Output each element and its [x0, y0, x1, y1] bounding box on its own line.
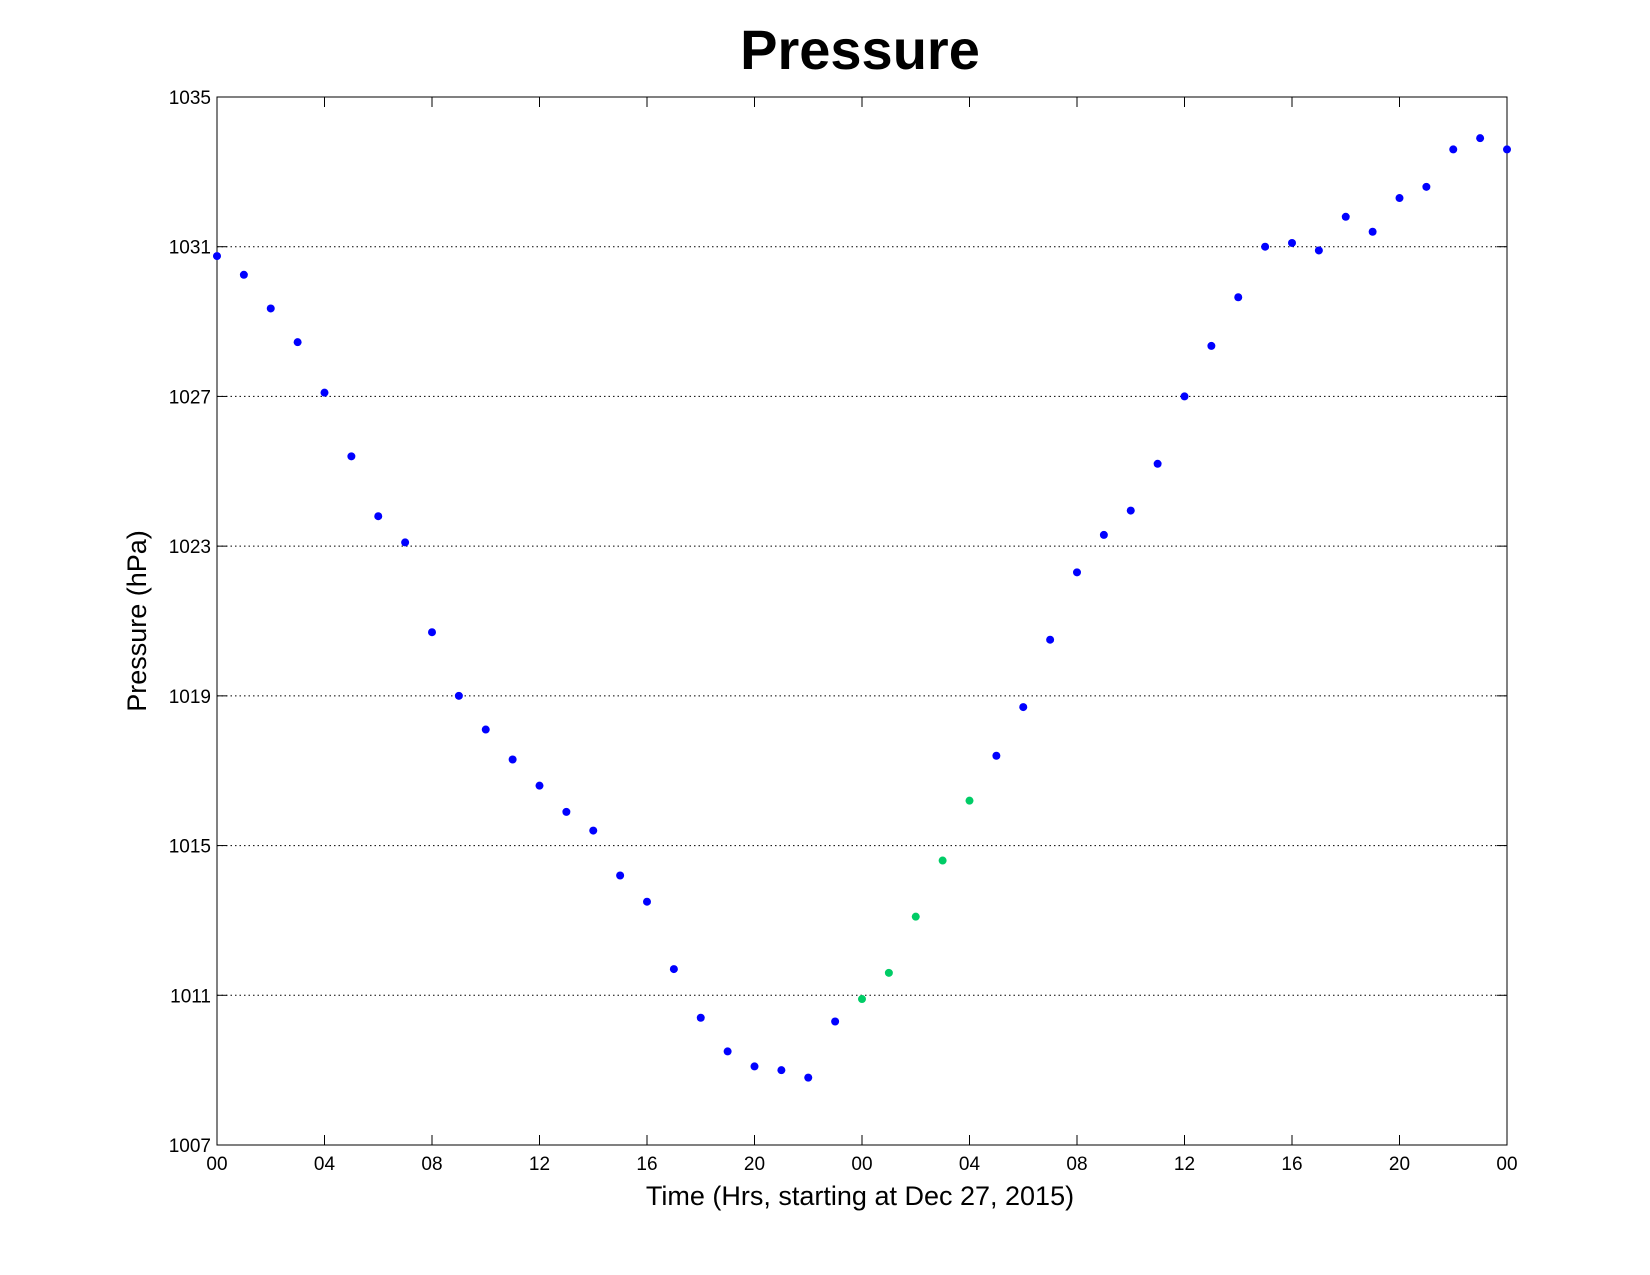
data-point: [1046, 635, 1055, 644]
data-point: [723, 1047, 732, 1056]
data-point: [562, 807, 571, 816]
data-point: [1368, 227, 1377, 236]
chart-title: Pressure: [740, 18, 980, 81]
data-point: [938, 856, 947, 865]
data-point: [1341, 212, 1350, 221]
data-point: [750, 1062, 759, 1071]
data-point: [347, 452, 356, 461]
y-tick-label: 1007: [169, 1136, 211, 1157]
data-point: [1099, 530, 1108, 539]
data-point: [293, 338, 302, 347]
x-tick-label: 12: [1174, 1154, 1195, 1175]
data-point: [589, 826, 598, 835]
y-axis-label: Pressure (hPa): [122, 530, 152, 712]
data-point: [320, 388, 329, 397]
y-tick-labels: 1007 1011 1015 1019 1023 1027 1031 1035: [169, 88, 211, 1157]
data-point: [1288, 238, 1296, 247]
data-point: [1449, 145, 1458, 154]
data-point: [213, 252, 221, 261]
data-point: [454, 691, 463, 700]
y-tick-label: 1011: [170, 986, 211, 1007]
data-points: [213, 134, 1511, 1082]
data-point: [239, 270, 248, 279]
x-tick-label: 20: [744, 1154, 765, 1175]
data-point: [428, 628, 436, 637]
data-point: [1153, 459, 1162, 468]
y-tick-label: 1031: [169, 238, 211, 259]
data-point: [1234, 293, 1243, 302]
x-tick-label: 00: [1496, 1154, 1517, 1175]
data-point: [266, 304, 275, 313]
y-tick-label: 1023: [169, 537, 211, 558]
y-tick-label: 1015: [169, 837, 211, 858]
data-point: [1073, 568, 1081, 577]
data-point: [508, 755, 517, 764]
data-point: [481, 725, 490, 734]
x-tick-label: 08: [1066, 1154, 1087, 1175]
axis-ticks: [216, 96, 1508, 1146]
x-tick-label: 04: [314, 1154, 336, 1175]
x-tick-label: 12: [529, 1154, 550, 1175]
x-tick-label: 04: [959, 1154, 981, 1175]
data-point: [696, 1013, 705, 1022]
x-tick-labels: 00 04 08 12 16 20 00 04 08 12 16 20 00: [206, 1154, 1517, 1175]
data-point: [401, 538, 410, 547]
data-point: [1476, 134, 1485, 143]
data-point: [1207, 341, 1216, 350]
x-tick-label: 08: [421, 1154, 442, 1175]
data-point: [777, 1066, 786, 1075]
y-tick-label: 1019: [169, 687, 211, 708]
data-point: [616, 871, 625, 880]
x-tick-label: 16: [1281, 1154, 1302, 1175]
data-point: [831, 1017, 840, 1026]
data-point: [965, 796, 974, 805]
x-tick-label: 16: [636, 1154, 657, 1175]
x-axis-label: Time (Hrs, starting at Dec 27, 2015): [646, 1181, 1074, 1211]
data-point: [1019, 703, 1028, 712]
data-point: [1261, 242, 1270, 251]
x-tick-label: 00: [206, 1154, 227, 1175]
x-tick-label: 20: [1389, 1154, 1410, 1175]
data-point: [1422, 182, 1431, 191]
data-point: [858, 995, 866, 1004]
data-point: [911, 912, 920, 921]
y-tick-label: 1027: [169, 387, 211, 408]
data-point: [1314, 246, 1323, 255]
data-point: [643, 897, 651, 906]
x-tick-label: 00: [851, 1154, 872, 1175]
data-point: [669, 965, 678, 974]
data-point: [1180, 392, 1189, 401]
data-point: [1503, 145, 1511, 154]
data-point: [884, 968, 893, 977]
data-point: [374, 512, 383, 521]
data-point: [535, 781, 544, 790]
y-tick-label: 1035: [169, 88, 211, 109]
data-point: [992, 751, 1001, 760]
data-point: [1126, 506, 1135, 515]
data-point: [804, 1073, 813, 1082]
plot-frame: [216, 96, 1508, 1146]
data-point: [1395, 194, 1404, 203]
